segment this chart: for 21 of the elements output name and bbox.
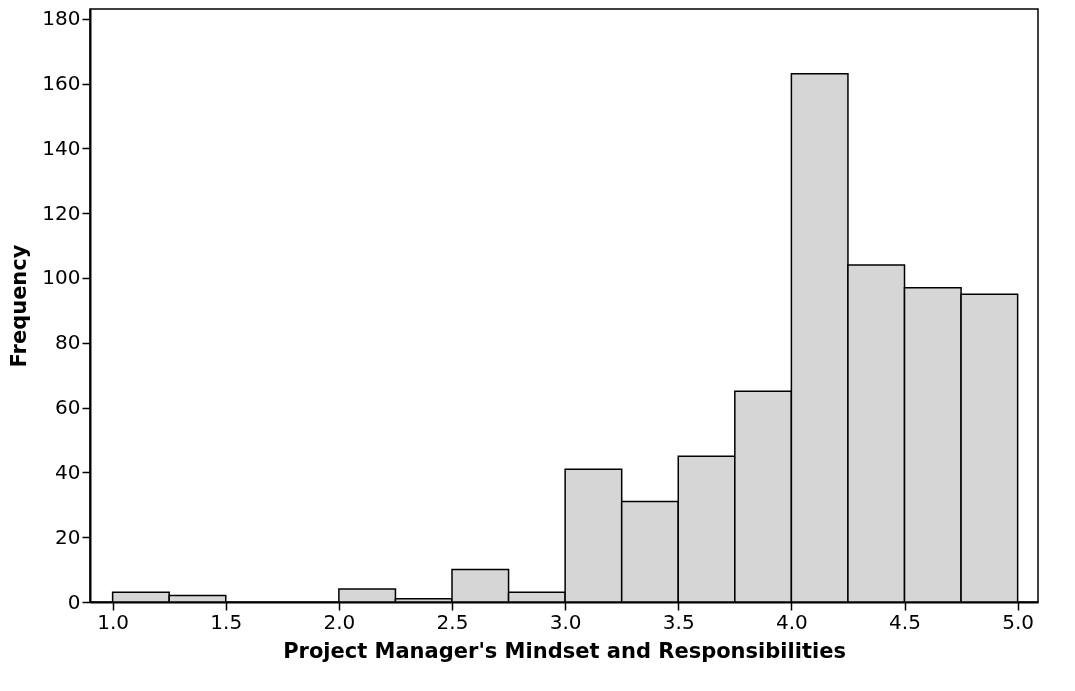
y-tick-label: 60 (55, 395, 81, 420)
y-tick-label: 40 (55, 459, 81, 484)
x-tick-label: 3.5 (662, 609, 695, 634)
x-tick-label: 2.5 (436, 609, 469, 634)
y-tick-label: 20 (55, 524, 81, 549)
y-tick-label: 140 (42, 135, 81, 160)
x-tick-label: 5.0 (1002, 609, 1035, 634)
x-tick-label: 3.0 (549, 609, 582, 634)
y-tick-label: 160 (42, 71, 81, 96)
y-tick-label: 80 (55, 330, 81, 355)
y-tick-label: 100 (42, 265, 81, 290)
y-tick-label: 180 (42, 6, 81, 31)
x-tick-label: 4.5 (889, 609, 921, 634)
x-tick-label: 1.5 (210, 609, 243, 634)
y-tick-label: 0 (67, 589, 81, 614)
y-axis-title: Frequency (7, 244, 32, 368)
x-tick-label: 1.0 (97, 609, 130, 634)
x-tick-label: 4.0 (775, 609, 808, 634)
x-axis-title: Project Manager's Mindset and Responsibilities (283, 638, 846, 663)
x-tick-label: 2.0 (323, 609, 356, 634)
y-tick-label: 120 (42, 200, 81, 225)
